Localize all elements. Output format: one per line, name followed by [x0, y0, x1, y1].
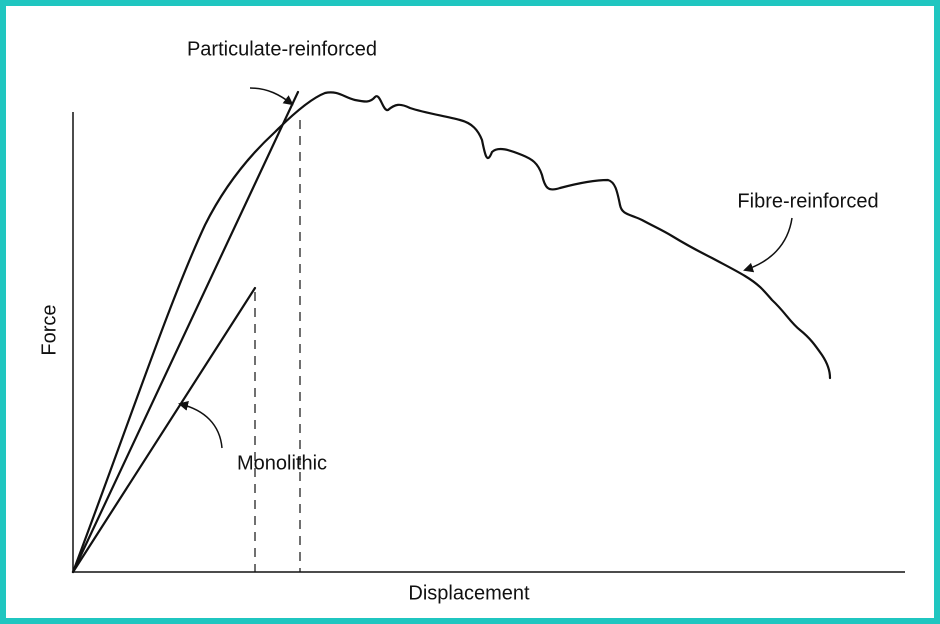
particulate-arrow	[249, 87, 294, 106]
monolithic-curve	[71, 286, 257, 574]
particulate-curve	[71, 90, 300, 574]
particulate-label: Particulate-reinforced	[187, 38, 377, 60]
fibre-arrow	[743, 217, 793, 273]
monolithic-arrow	[178, 401, 223, 449]
fibre-label: Fibre-reinforced	[737, 190, 878, 212]
x-axis-label: Displacement	[408, 582, 530, 604]
fibre-curve	[71, 91, 832, 574]
y-axis-label: Force	[38, 304, 60, 355]
monolithic-label: Monolithic	[237, 452, 327, 474]
